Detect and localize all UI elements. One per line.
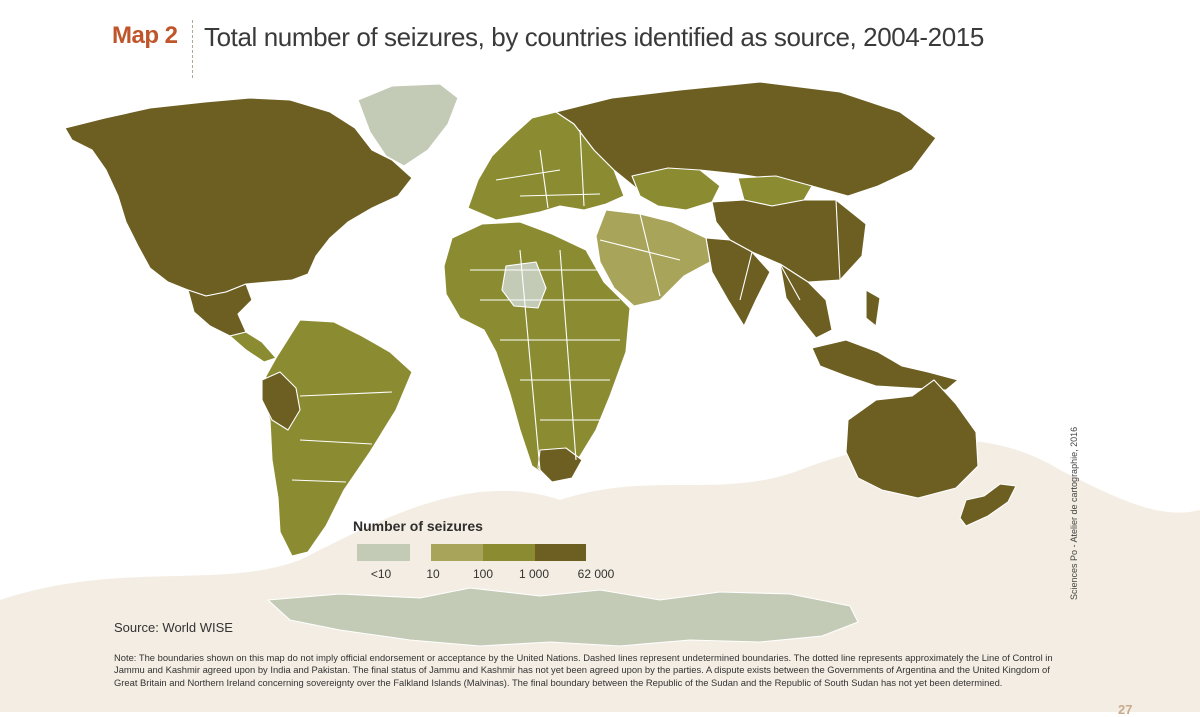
- header-divider: [192, 20, 193, 78]
- map-number-label: Map 2: [112, 22, 178, 49]
- map-legend: Number of seizures <10 10 100 1 000 62 0…: [353, 518, 615, 588]
- legend-tick-100: 100: [472, 567, 494, 581]
- region-australia: [845, 379, 1017, 527]
- texture-band: [0, 439, 1200, 712]
- region-greenland: [357, 83, 459, 167]
- legend-swatch-10-100: [431, 544, 483, 561]
- region-peru: [261, 371, 301, 431]
- region-central-america: [229, 331, 277, 363]
- legend-tick-62000: 62 000: [577, 567, 615, 581]
- cartography-credit: Sciences Po - Atelier de cartographie, 2…: [1069, 426, 1079, 600]
- region-niger: [501, 261, 547, 309]
- legend-swatch-lt10: [357, 544, 410, 561]
- region-india: [705, 237, 771, 327]
- region-southeast-asia: [779, 263, 959, 391]
- legend-swatch-100-1000: [483, 544, 535, 561]
- map-title: Total number of seizures, by countries i…: [204, 22, 984, 52]
- region-north-america: [64, 97, 413, 297]
- legend-tick-lt10: <10: [370, 567, 392, 581]
- legend-tick-10: 10: [426, 567, 440, 581]
- legend-tick-1000: 1 000: [518, 567, 550, 581]
- source-text: Source: World WISE: [114, 620, 233, 635]
- country-borders: [291, 129, 841, 483]
- boundary-note: Note: The boundaries shown on this map d…: [114, 652, 1053, 688]
- page-number: 27: [1118, 702, 1133, 717]
- region-mexico: [187, 283, 253, 337]
- region-russia: [555, 81, 937, 197]
- region-south-africa: [537, 447, 583, 483]
- region-antarctica: [267, 587, 859, 647]
- legend-title: Number of seizures: [353, 518, 483, 534]
- region-south-america: [261, 319, 413, 557]
- legend-swatch-1000-62000: [535, 544, 586, 561]
- region-kazakhstan: [631, 167, 721, 211]
- region-middle-east: [595, 209, 711, 307]
